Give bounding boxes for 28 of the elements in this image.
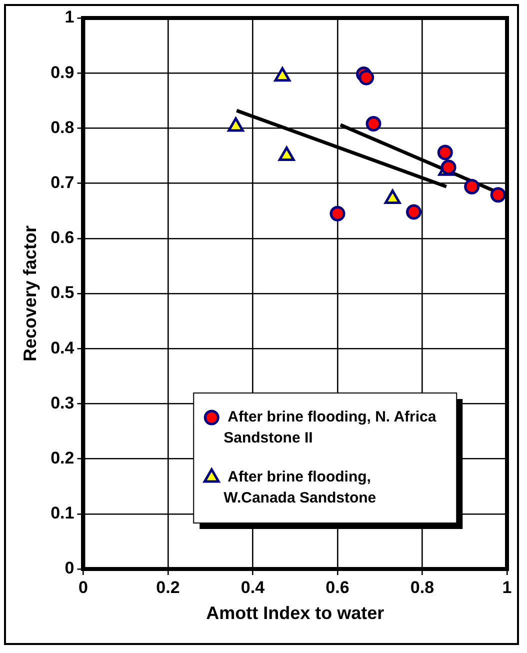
x-tick-label: 1 xyxy=(502,578,512,597)
x-tick-label: 0.4 xyxy=(240,578,266,597)
y-tick-label: 1 xyxy=(64,8,74,27)
point xyxy=(406,204,422,220)
point xyxy=(366,116,382,132)
x-tick-label: 0 xyxy=(78,578,88,597)
y-tick-label: 0.3 xyxy=(50,393,74,412)
point xyxy=(490,187,506,203)
legend-label: After brine flooding, N. Africa Sandstone II xyxy=(224,408,437,447)
y-tick-label: 0.1 xyxy=(50,504,74,523)
x-tick-label: 0.8 xyxy=(410,578,434,597)
point xyxy=(437,144,453,160)
legend-label: After brine flooding, W.Canada Sandstone xyxy=(224,468,376,507)
point xyxy=(330,206,346,222)
x-tick-label: 0.6 xyxy=(326,578,350,597)
y-tick-label: 0.9 xyxy=(50,62,74,82)
y-tick-label: 0 xyxy=(64,558,74,578)
y-axis-title: Recovery factor xyxy=(20,225,40,362)
x-tick-label: 0.2 xyxy=(156,578,180,597)
y-tick-label: 0.6 xyxy=(50,228,74,248)
y-tick-label: 0.4 xyxy=(50,338,75,358)
y-tick-label: 0.5 xyxy=(50,283,74,302)
point xyxy=(464,178,480,194)
y-tick-label: 0.7 xyxy=(50,172,74,192)
y-tick-label: 0.8 xyxy=(50,118,74,137)
x-axis-title: Amott Index to water xyxy=(206,603,384,624)
point xyxy=(358,70,374,86)
y-tick-label: 0.2 xyxy=(50,448,74,468)
